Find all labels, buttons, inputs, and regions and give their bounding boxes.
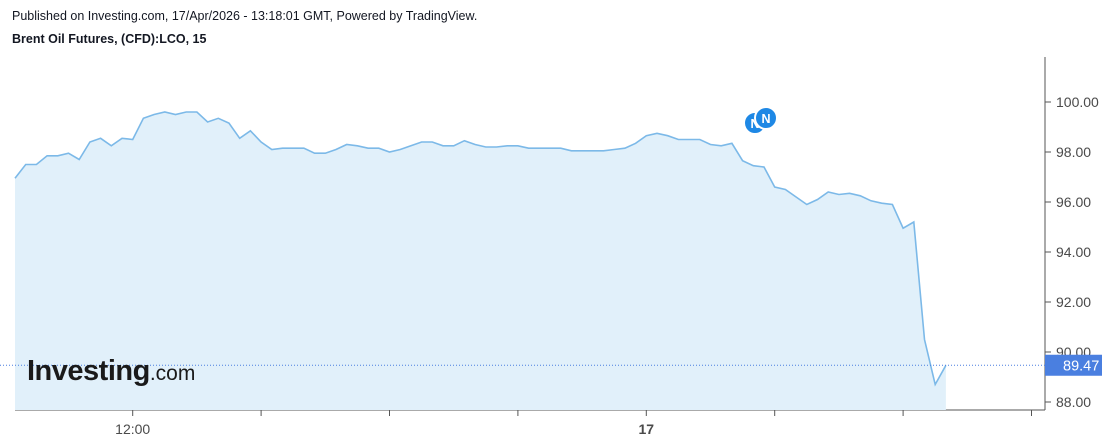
y-tick-label: 92.00 bbox=[1056, 294, 1091, 310]
news-marker-icon[interactable] bbox=[754, 106, 778, 130]
chart-title: Brent Oil Futures, (CFD):LCO, 15 bbox=[12, 32, 207, 46]
x-axis-ticks: 12:00 17 bbox=[115, 410, 1032, 437]
publish-info: Published on Investing.com, 17/Apr/2026 … bbox=[12, 9, 478, 23]
news-markers[interactable]: N N bbox=[743, 106, 778, 135]
price-line bbox=[14, 111, 947, 387]
logo-main: Investing bbox=[27, 355, 150, 387]
news-marker-label: N bbox=[761, 112, 770, 126]
y-tick-label: 96.00 bbox=[1056, 194, 1091, 210]
y-tick-label: 94.00 bbox=[1056, 244, 1091, 260]
price-area bbox=[15, 112, 946, 410]
logo-suffix: .com bbox=[149, 362, 196, 385]
y-tick-label: 88.00 bbox=[1056, 394, 1091, 410]
last-price-tag: 89.47 bbox=[1045, 354, 1102, 376]
last-price-badge bbox=[1045, 354, 1102, 376]
investing-logo: Investing.com bbox=[27, 357, 195, 386]
y-tick-label: 100.00 bbox=[1056, 94, 1099, 110]
y-tick-label: 98.00 bbox=[1056, 144, 1091, 160]
last-price-label: 89.47 bbox=[1063, 358, 1099, 374]
x-tick-label: 12:00 bbox=[115, 421, 150, 437]
news-marker-label: N bbox=[750, 117, 759, 131]
x-tick-label: 17 bbox=[639, 421, 655, 437]
